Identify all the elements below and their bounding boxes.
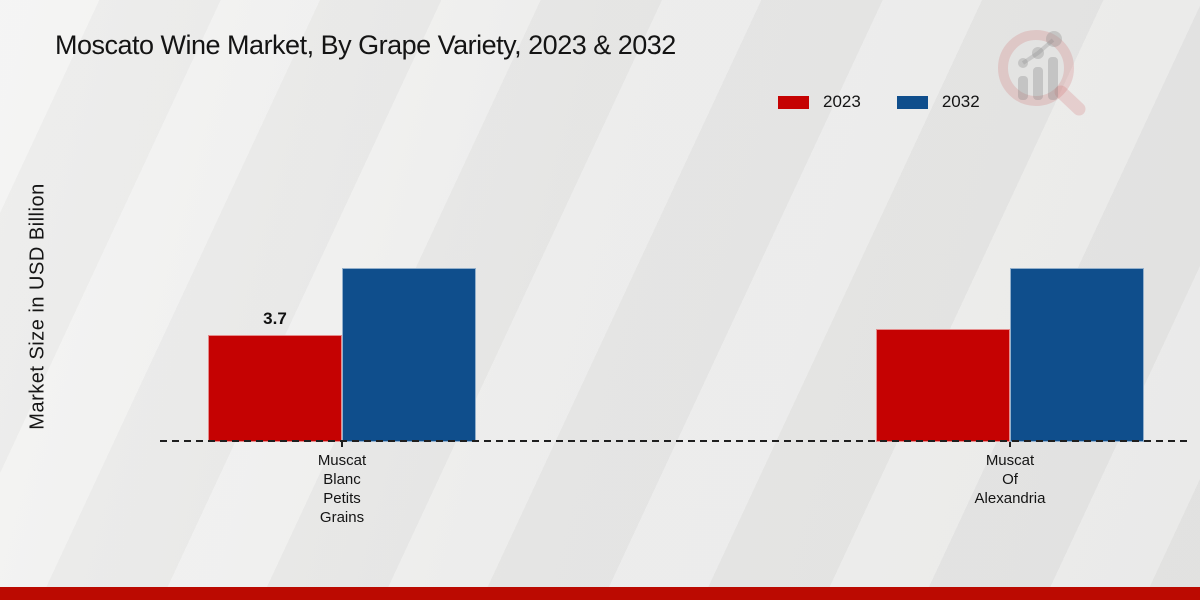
legend: 2023 2032 [778,92,980,112]
legend-item-2032: 2032 [896,92,980,112]
bar-2032-muscat-blanc-petits-grains [342,268,476,442]
x-axis-category-label: Muscat Blanc Petits Grains [317,452,367,526]
chart-title: Moscato Wine Market, By Grape Variety, 2… [55,30,676,60]
x-axis-tick [1009,442,1011,447]
bar-2023-muscat-of-alexandria [876,329,1010,442]
x-axis-tick [341,442,343,447]
legend-swatch-2032 [896,95,928,109]
bar-2023-muscat-blanc-petits-grains [208,335,342,442]
x-axis-baseline [160,440,1192,442]
legend-label: 2032 [941,92,980,111]
legend-label: 2023 [823,92,861,111]
bar-2032-muscat-of-alexandria [1010,268,1144,442]
legend-swatch-2023 [778,95,809,109]
x-axis-category-label: Muscat Of Alexandria [974,452,1046,507]
bar-value-label: 3.7 [263,309,287,328]
market-research-future-logo-icon [988,26,1092,118]
footer-accent-bar [0,587,1200,600]
legend-item-2023: 2023 [778,92,861,112]
